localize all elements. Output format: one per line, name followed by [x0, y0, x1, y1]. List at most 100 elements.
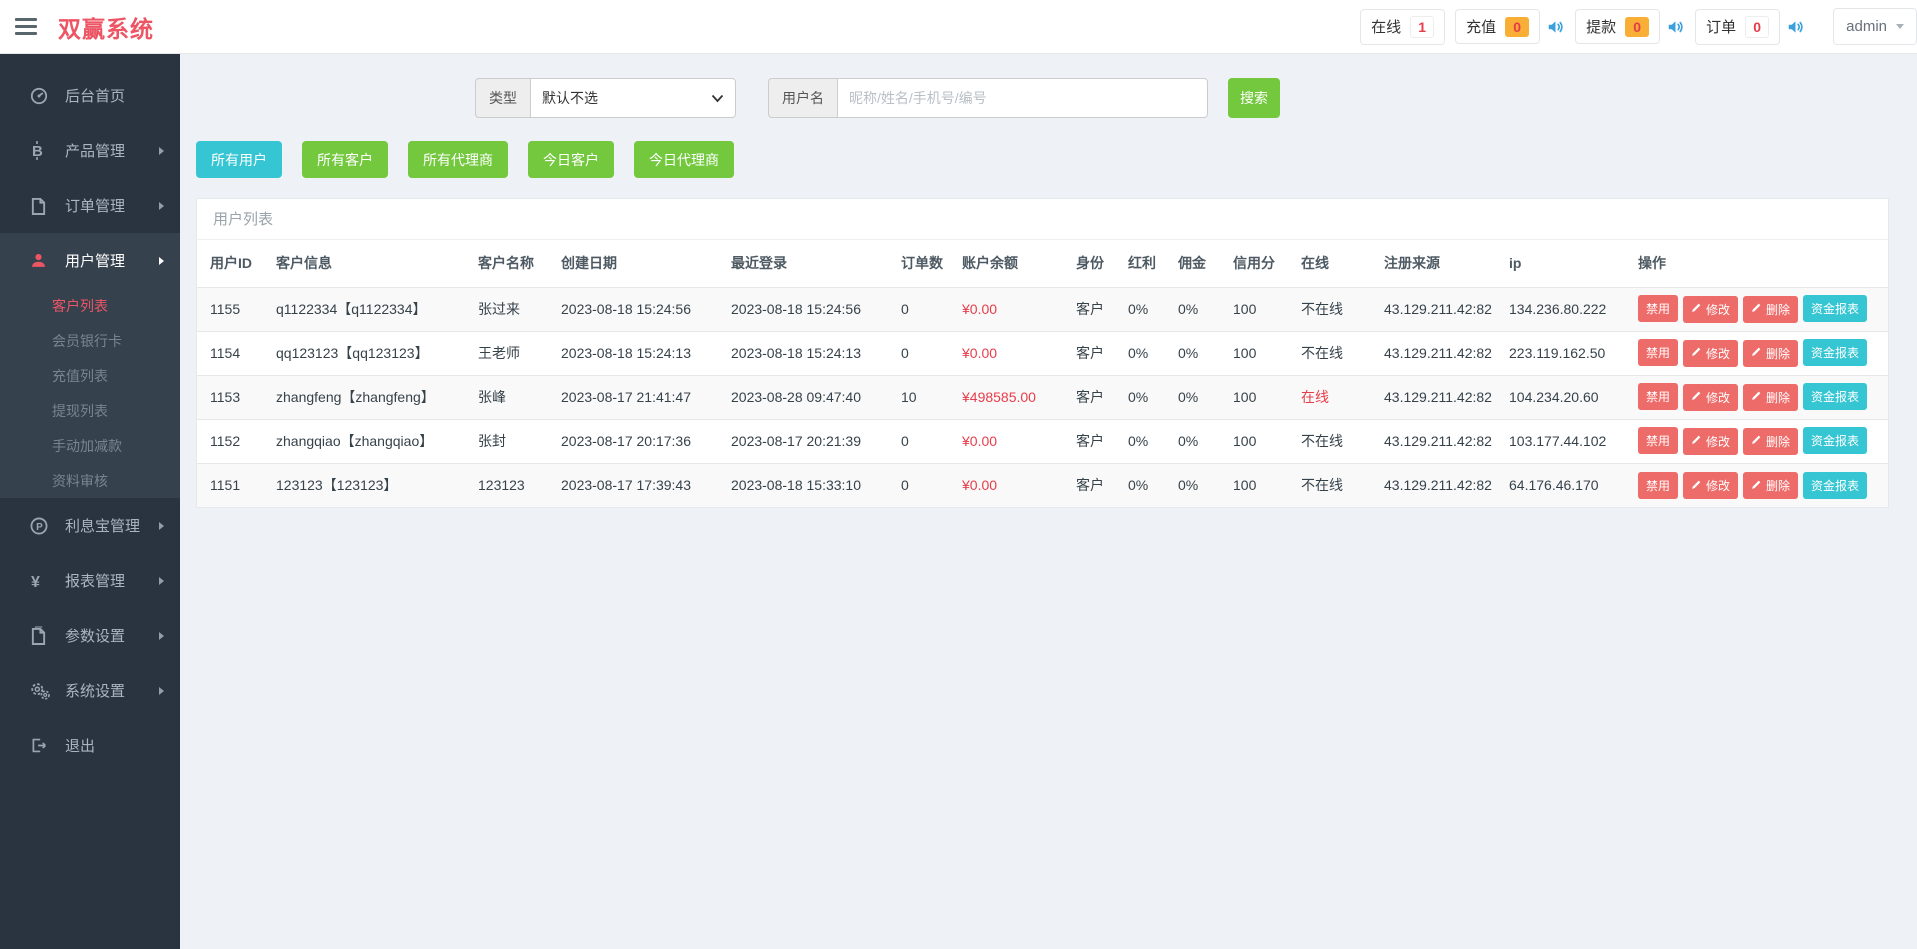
- sidebar-subitem-4[interactable]: 提现列表: [52, 402, 108, 419]
- admin-dropdown[interactable]: admin: [1833, 8, 1917, 45]
- table-header-row: 用户ID 客户信息 客户名称 创建日期 最近登录 订单数 账户余额 身份 红利 佣金 信用分 在线 注册…: [197, 240, 1888, 288]
- sidebar-item-8[interactable]: 系统设置: [0, 663, 180, 718]
- fund-report-button[interactable]: 资金报表: [1803, 471, 1868, 499]
- cell-customer-name: 张过来: [478, 301, 520, 317]
- sidebar-item-2[interactable]: B 产品管理: [0, 123, 180, 178]
- filter-button-4[interactable]: 今日客户: [528, 141, 614, 178]
- sidebar-item-7[interactable]: 参数设置: [0, 608, 180, 663]
- sidebar-item-3[interactable]: 订单管理: [0, 178, 180, 233]
- cell-bonus: 0%: [1128, 301, 1149, 317]
- dashboard-icon: [30, 87, 54, 105]
- cell-commission: 0%: [1178, 345, 1199, 361]
- sidebar-item-4[interactable]: 用户管理: [0, 233, 180, 288]
- sidebar-subitem-5[interactable]: 手动加减款: [52, 437, 122, 454]
- sidebar-item-1[interactable]: 后台首页: [0, 68, 180, 123]
- stat-box-1[interactable]: 在线 1: [1360, 8, 1446, 45]
- filter-button-1[interactable]: 所有用户: [196, 141, 282, 178]
- speaker-icon[interactable]: [1666, 18, 1685, 36]
- cell-user-info: zhangqiao【zhangqiao】: [276, 433, 434, 449]
- stat-badge: 0: [1505, 16, 1530, 37]
- speaker-icon[interactable]: [1786, 18, 1805, 36]
- column-header: 创建日期: [561, 240, 731, 288]
- select-caret-icon: [711, 94, 724, 102]
- edit-button[interactable]: 修改: [1683, 383, 1739, 411]
- stat-box-2[interactable]: 充值 0: [1455, 9, 1541, 44]
- cell-credit-score: 100: [1233, 433, 1257, 449]
- cell-actions: 禁用 修改 删除 资金报表: [1638, 287, 1888, 331]
- cell-balance: ¥498585.00: [962, 389, 1036, 405]
- type-select[interactable]: 默认不选: [530, 78, 736, 118]
- disable-button[interactable]: 禁用: [1638, 295, 1679, 323]
- edit-button[interactable]: 修改: [1683, 295, 1739, 323]
- cell-order-count: 0: [901, 433, 909, 449]
- stat-box-4[interactable]: 订单 0: [1695, 8, 1781, 45]
- edit-button[interactable]: 修改: [1683, 427, 1739, 455]
- fund-report-button[interactable]: 资金报表: [1803, 383, 1868, 411]
- stat-box-3[interactable]: 提款 0: [1575, 9, 1661, 44]
- edit-button[interactable]: 修改: [1683, 472, 1739, 499]
- delete-button[interactable]: 删除: [1743, 383, 1799, 411]
- column-header: 用户ID: [197, 240, 276, 288]
- sidebar-subitem-6[interactable]: 资料审核: [52, 472, 108, 489]
- search-form: 类型 默认不选 用户名 搜索: [475, 78, 1917, 118]
- column-header: 身份: [1076, 240, 1128, 288]
- stat-label: 提款: [1586, 19, 1617, 36]
- cell-online-status: 在线: [1301, 389, 1329, 405]
- cell-created-date: 2023-08-18 15:24:13: [561, 345, 691, 361]
- edit-button[interactable]: 修改: [1683, 339, 1739, 367]
- disable-button[interactable]: 禁用: [1638, 427, 1679, 455]
- delete-button[interactable]: 删除: [1743, 339, 1799, 367]
- cell-last-login: 2023-08-28 09:47:40: [731, 389, 861, 405]
- stat-badge: 1: [1410, 15, 1435, 38]
- cell-actions: 禁用 修改 删除 资金报表: [1638, 331, 1888, 375]
- disable-button[interactable]: 禁用: [1638, 383, 1679, 411]
- cell-last-login: 2023-08-18 15:24:13: [731, 345, 861, 361]
- sidebar-item-6[interactable]: ¥ 报表管理: [0, 553, 180, 608]
- sidebar-item-label: 利息宝管理: [65, 518, 141, 535]
- sidebar-item-5[interactable]: P 利息宝管理: [0, 498, 180, 553]
- params-icon: [30, 626, 54, 645]
- disable-button[interactable]: 禁用: [1638, 471, 1679, 499]
- delete-button[interactable]: 删除: [1743, 295, 1799, 323]
- sidebar-subitem-2[interactable]: 会员银行卡: [52, 332, 122, 349]
- search-button[interactable]: 搜索: [1228, 78, 1280, 118]
- sidebar: 后台首页 B 产品管理 订单管理 用户管理客户列表会员银行卡充值列表提现列表手动加减款资…: [0, 54, 180, 949]
- sidebar-item-label: 系统设置: [65, 683, 126, 700]
- disable-button[interactable]: 禁用: [1638, 339, 1679, 367]
- submenu-arrow-icon: [159, 146, 164, 155]
- cell-bonus: 0%: [1128, 345, 1149, 361]
- cell-online-status: 不在线: [1301, 345, 1343, 361]
- cell-role: 客户: [1076, 389, 1104, 405]
- delete-button[interactable]: 删除: [1743, 427, 1799, 455]
- sidebar-item-9[interactable]: 退出: [0, 718, 180, 773]
- sidebar-subitem-3[interactable]: 充值列表: [52, 367, 108, 384]
- fund-report-button[interactable]: 资金报表: [1803, 427, 1868, 455]
- pencil-icon: [1751, 479, 1762, 493]
- cell-ip: 64.176.46.170: [1509, 477, 1599, 494]
- app-logo[interactable]: 双赢系统: [58, 15, 154, 42]
- cell-last-login: 2023-08-18 15:33:10: [731, 477, 861, 494]
- delete-button[interactable]: 删除: [1743, 472, 1799, 499]
- panel-title: 用户列表: [197, 199, 1888, 240]
- fund-report-button[interactable]: 资金报表: [1803, 339, 1868, 367]
- logout-icon: [30, 737, 54, 754]
- header-stats: 在线 1 充值 0 提款 0 订单 0: [1360, 8, 1829, 45]
- cell-balance: ¥0.00: [962, 301, 998, 317]
- column-header: 佣金: [1178, 240, 1233, 288]
- sidebar-subitem-1[interactable]: 客户列表: [52, 297, 108, 314]
- filter-button-3[interactable]: 所有代理商: [408, 141, 508, 178]
- cell-credit-score: 100: [1233, 477, 1257, 494]
- filter-button-5[interactable]: 今日代理商: [634, 141, 734, 178]
- cell-bonus: 0%: [1128, 389, 1149, 405]
- user-list-panel: 用户列表 用户ID 客户信息 客户名称 创建日期 最近登录 订单数 账户余额 身份 红利 佣金 信用…: [196, 198, 1889, 508]
- cell-credit-score: 100: [1233, 345, 1257, 361]
- cell-register-source: 43.129.211.42:82: [1384, 433, 1492, 449]
- filter-button-2[interactable]: 所有客户: [302, 141, 388, 178]
- fund-report-button[interactable]: 资金报表: [1803, 295, 1868, 323]
- submenu-arrow-icon: [159, 521, 164, 530]
- speaker-icon[interactable]: [1546, 18, 1565, 36]
- username-group: 用户名: [768, 78, 1208, 118]
- username-input[interactable]: [837, 78, 1208, 118]
- menu-toggle-icon[interactable]: [15, 18, 37, 35]
